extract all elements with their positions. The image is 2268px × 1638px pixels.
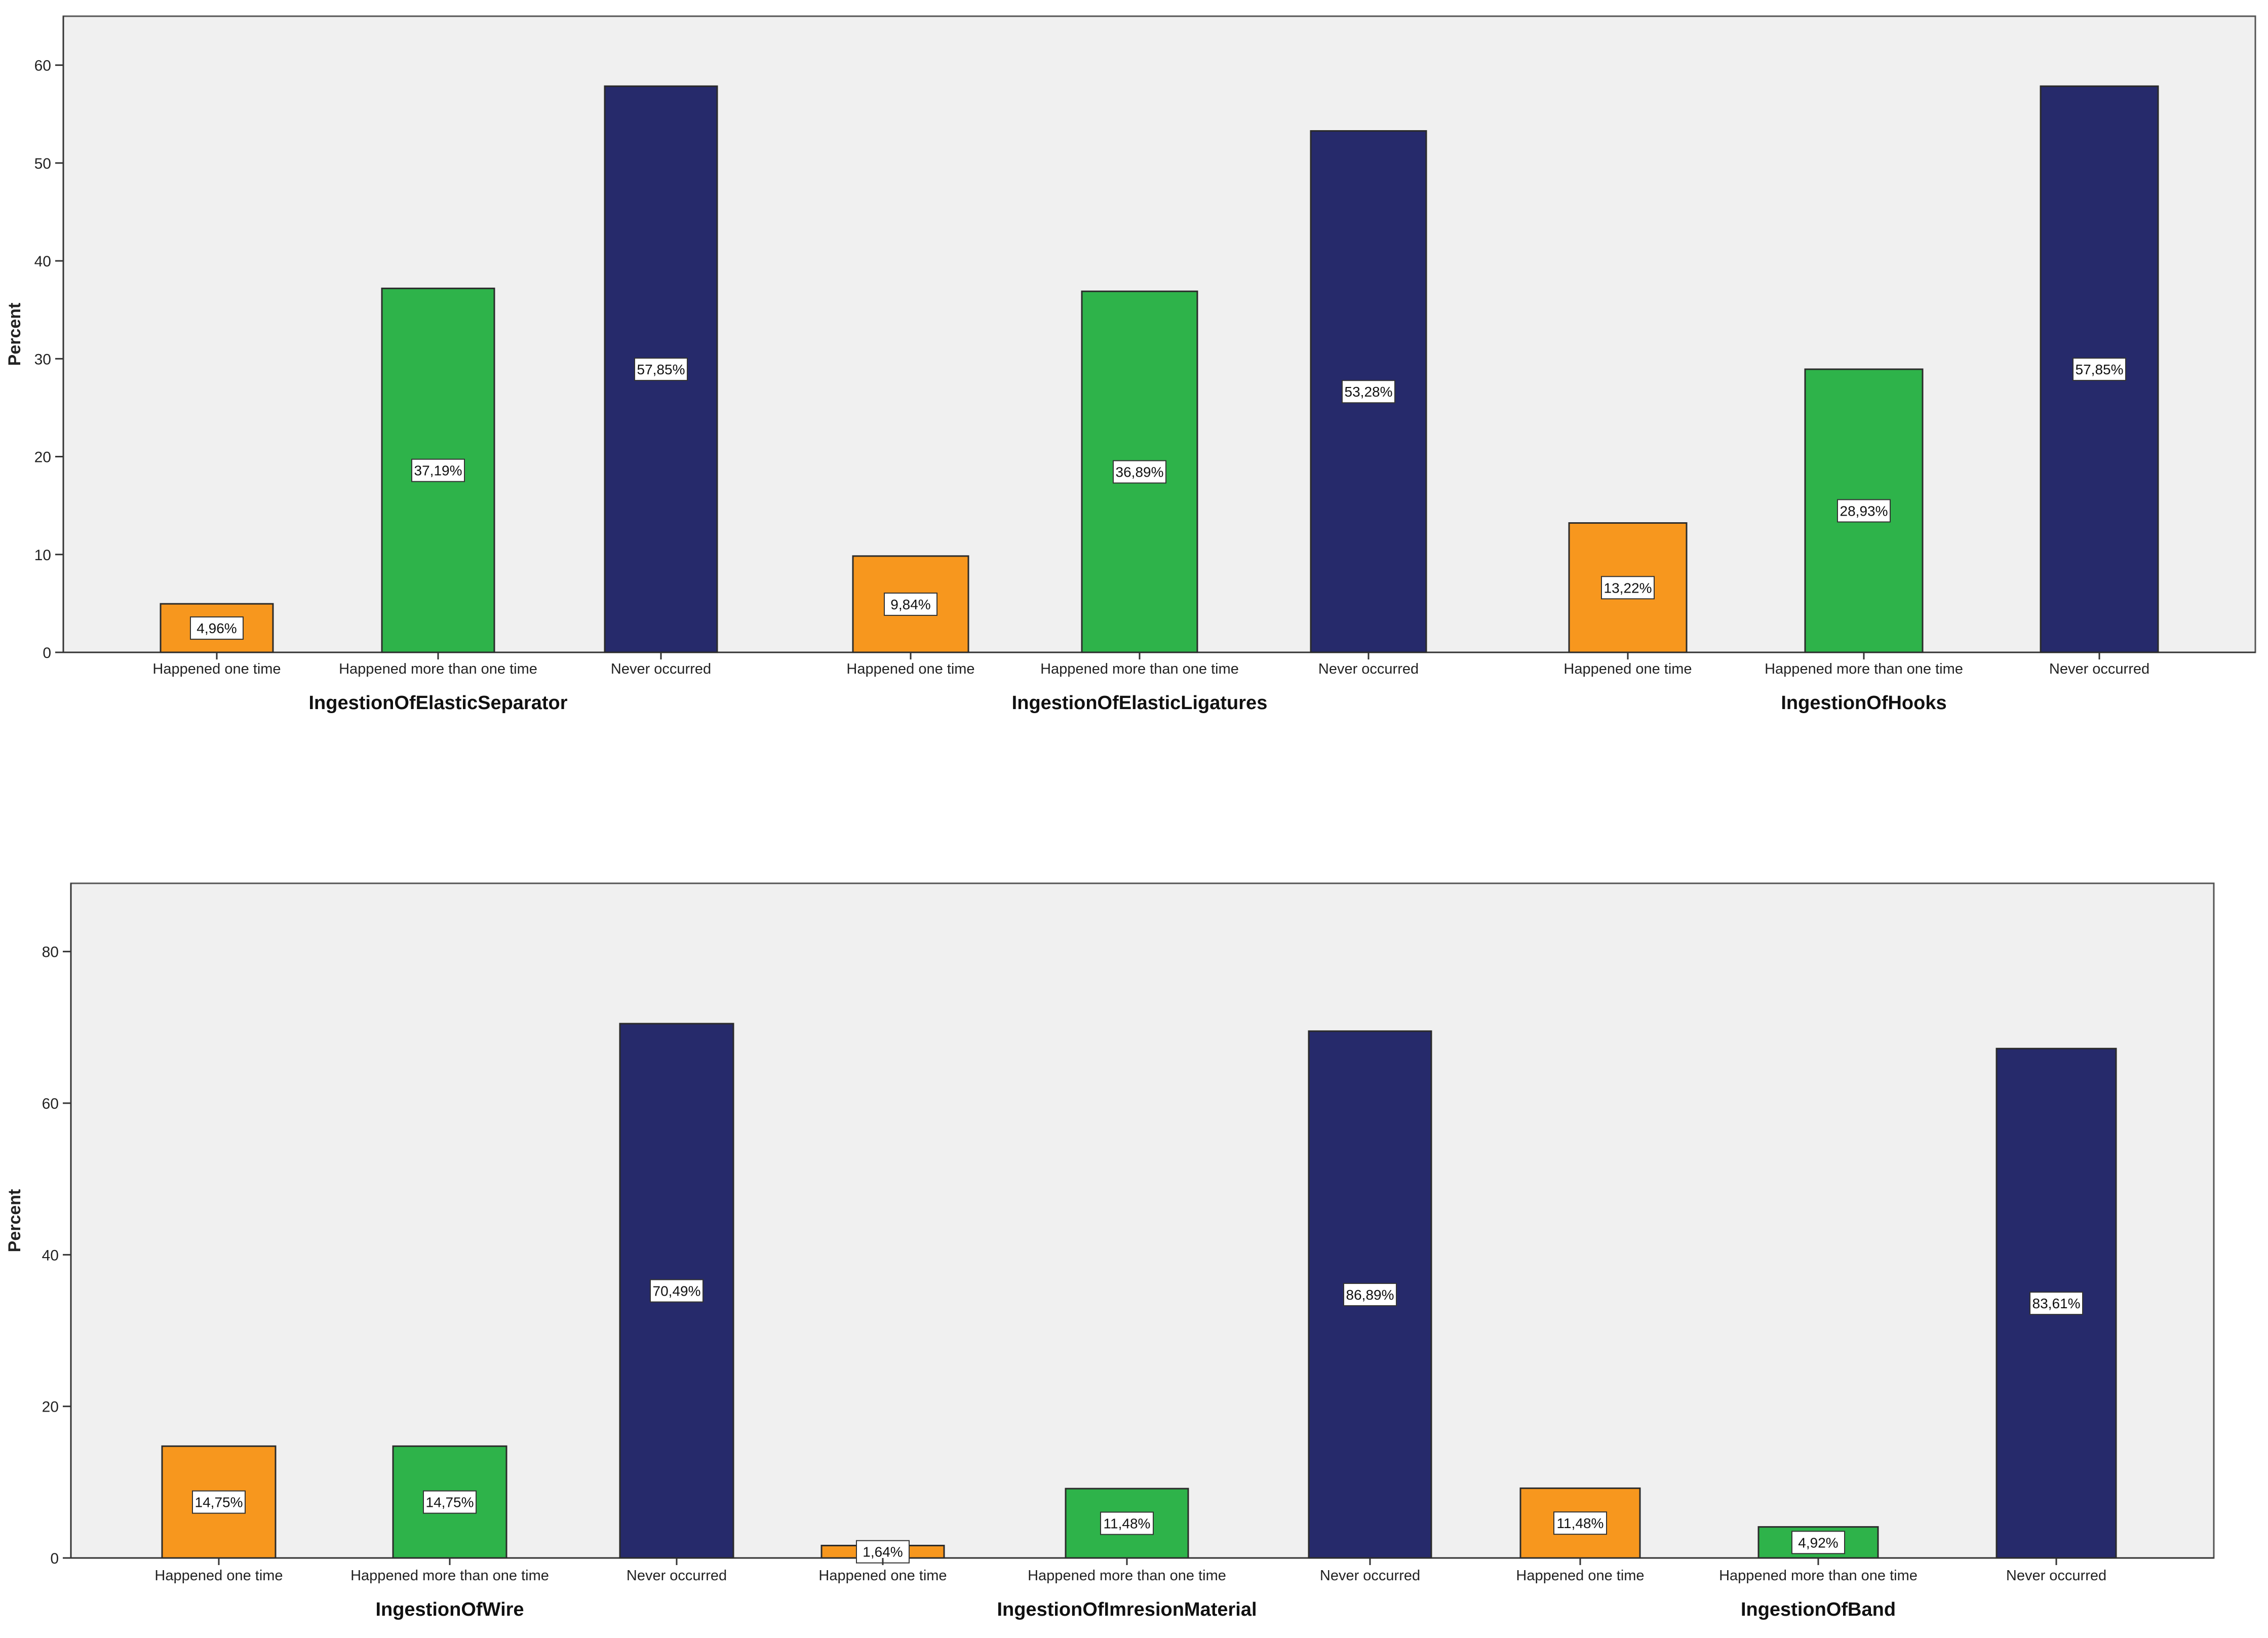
x-tick-label: Happened one time — [152, 661, 281, 677]
data-label: 70,49% — [653, 1283, 701, 1299]
x-tick-label: Happened more than one time — [1028, 1568, 1226, 1584]
data-label: 53,28% — [1345, 384, 1393, 400]
x-tick-label: Happened more than one time — [1719, 1568, 1918, 1584]
x-tick-label: Never occurred — [611, 661, 711, 677]
data-label-box — [2073, 358, 2126, 381]
panel-title: IngestionOfImresionMaterial — [997, 1599, 1257, 1620]
x-tick-label: Happened more than one time — [1040, 661, 1239, 677]
x-tick-label: Never occurred — [1320, 1568, 1420, 1584]
y-axis-title: Percent — [5, 1189, 24, 1253]
panel-2: 9,84% Happened one time 36,89% Happened mor… — [846, 130, 1427, 714]
data-label: 28,93% — [1840, 503, 1888, 519]
data-label-box — [411, 458, 465, 482]
y-tick-label: 20 — [34, 449, 51, 466]
data-label: 36,89% — [1116, 464, 1164, 480]
x-tick-label: Never occurred — [627, 1568, 727, 1584]
data-label: 4,92% — [1798, 1535, 1838, 1550]
y-axis-title: Percent — [5, 303, 24, 366]
y-tick-label: 40 — [34, 253, 51, 270]
panel-3: 11,48% Happened one time 4,92% Happened mor… — [1516, 1047, 2117, 1620]
x-tick-label: Happened one time — [1516, 1568, 1644, 1584]
panel-title: IngestionOfBand — [1741, 1599, 1896, 1620]
x-tick-label: Happened more than one time — [339, 661, 537, 677]
x-tick-label: Happened more than one time — [350, 1568, 549, 1584]
data-label: 57,85% — [637, 362, 685, 377]
data-label-box — [190, 616, 244, 640]
x-tick-label: Happened one time — [154, 1568, 283, 1584]
panel-1: 4,96% Happened one time 37,19% Happened mor… — [152, 85, 718, 714]
y-tick-label: 20 — [42, 1399, 59, 1416]
data-label: 14,75% — [195, 1495, 243, 1510]
panel-title: IngestionOfHooks — [1781, 692, 1946, 714]
y-tick-label: 10 — [34, 547, 51, 564]
data-label: 14,75% — [426, 1495, 474, 1510]
x-tick-label: Happened more than one time — [1765, 661, 1963, 677]
panel-title: IngestionOfElasticSeparator — [308, 692, 567, 714]
data-label: 86,89% — [1346, 1287, 1394, 1303]
y-tick-label: 40 — [42, 1247, 59, 1264]
data-label: 83,61% — [2032, 1296, 2081, 1311]
data-label-box — [1837, 499, 1891, 523]
x-tick-label: Happened one time — [818, 1568, 947, 1584]
y-tick-label: 80 — [42, 944, 59, 961]
data-label: 13,22% — [1604, 580, 1652, 596]
panel-title: IngestionOfWire — [375, 1599, 524, 1620]
data-label-box — [1113, 460, 1166, 484]
data-label: 1,64% — [863, 1544, 903, 1560]
y-tick-label: 0 — [50, 1550, 59, 1567]
panel-2: 1,64% Happened one time 11,48% Happened mor… — [818, 1030, 1432, 1620]
data-label-box — [856, 1540, 910, 1564]
panel-1: 14,75% Happened one time 14,75% Happened mo… — [154, 1023, 734, 1620]
data-label-box — [423, 1490, 477, 1514]
data-label-box — [884, 592, 937, 616]
data-label: 11,48% — [1104, 1516, 1151, 1532]
data-label-box — [2029, 1292, 2083, 1315]
data-label-box — [1791, 1531, 1845, 1554]
data-label: 57,85% — [2076, 362, 2124, 377]
y-tick-label: 50 — [34, 155, 51, 172]
data-label-box — [650, 1279, 703, 1303]
data-label: 4,96% — [197, 620, 237, 636]
panel-3: 13,22% Happened one time 28,93% Happened mo… — [1563, 85, 2159, 714]
x-tick-label: Never occurred — [2049, 661, 2149, 677]
x-tick-label: Never occurred — [1318, 661, 1419, 677]
data-label-box — [1601, 576, 1655, 600]
data-label-box — [1553, 1511, 1607, 1535]
data-label-box — [634, 358, 688, 381]
data-label: 37,19% — [414, 463, 462, 479]
x-tick-label: Happened one time — [846, 661, 974, 677]
data-label-box — [1342, 380, 1395, 404]
panel-title: IngestionOfElasticLigatures — [1012, 692, 1268, 714]
data-label-box — [192, 1490, 246, 1514]
chart-1: 0 10 20 30 40 50 60 Percent 4,96% Happened one ti… — [5, 15, 2256, 714]
data-label: 9,84% — [890, 597, 930, 612]
y-tick-label: 60 — [34, 58, 51, 74]
data-label-box — [1100, 1511, 1154, 1535]
x-tick-label: Happened one time — [1563, 661, 1692, 677]
x-tick-label: Never occurred — [2006, 1568, 2106, 1584]
data-label-box — [1343, 1282, 1397, 1306]
y-tick-label: 60 — [42, 1096, 59, 1112]
y-tick-label: 30 — [34, 351, 51, 368]
y-tick-label: 0 — [43, 645, 51, 661]
data-label: 11,48% — [1557, 1515, 1604, 1531]
